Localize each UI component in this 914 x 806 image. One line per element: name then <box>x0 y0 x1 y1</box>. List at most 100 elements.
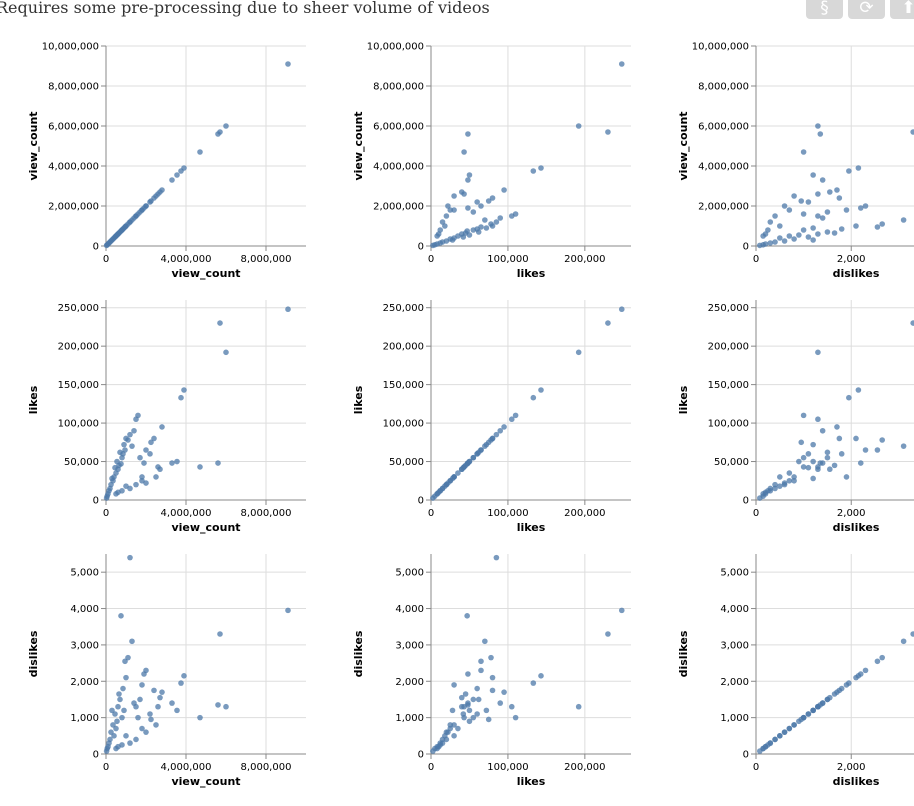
scatter-point <box>223 703 229 710</box>
scatter-point <box>810 172 816 178</box>
scatter-point <box>464 613 470 619</box>
scatter-point <box>466 718 473 725</box>
upload-button[interactable]: ⬆ <box>890 0 914 19</box>
x-tick-label: 100,000 <box>487 508 528 519</box>
scatter-point <box>862 447 869 453</box>
scatter-point <box>127 554 133 561</box>
y-tick-label: 200,000 <box>708 342 749 353</box>
scatter-point <box>113 491 119 497</box>
scatter-point <box>800 412 807 419</box>
scatter-point <box>853 223 859 229</box>
scatter-point <box>217 631 223 637</box>
scatter-point <box>470 209 477 215</box>
section-button[interactable]: § <box>806 0 843 19</box>
scatter-point <box>497 427 504 434</box>
scatter-point <box>777 733 783 739</box>
y-axis-title: dislikes <box>27 630 40 677</box>
y-tick-label: 150,000 <box>58 380 99 391</box>
scatter-point <box>159 424 165 430</box>
y-axis-title: likes <box>352 385 365 414</box>
scatter-point <box>141 460 147 466</box>
scatter-point <box>508 416 515 423</box>
scatter-point <box>442 223 448 229</box>
scatter-point <box>815 191 821 197</box>
scatter-point <box>137 696 143 703</box>
y-tick-label: 250,000 <box>708 303 749 314</box>
scatter-point <box>857 460 864 466</box>
scatter-point <box>465 131 471 137</box>
x-tick-label: 200,000 <box>564 762 605 773</box>
scatter-point <box>508 213 515 219</box>
scatter-point <box>285 607 291 614</box>
scatter-point <box>831 230 838 236</box>
scatter-point <box>800 149 807 155</box>
scatter-point <box>853 435 859 442</box>
y-tick-label: 3,000 <box>720 640 749 651</box>
scatter-point <box>815 213 821 219</box>
scatter-point <box>131 700 137 706</box>
scatter-point <box>148 439 154 446</box>
scatter-point <box>805 234 812 240</box>
scatter-point <box>827 189 833 195</box>
scatter-point <box>461 191 467 197</box>
scatter-point <box>153 722 159 728</box>
scatter-point <box>857 671 864 677</box>
x-tick-label: 0 <box>428 508 434 519</box>
scatter-point <box>461 149 467 155</box>
y-axis-title: view_count <box>352 111 365 180</box>
y-tick-label: 0 <box>743 242 749 253</box>
scatter-point <box>109 707 115 714</box>
scatter-point <box>449 237 456 243</box>
scatter-point <box>451 682 457 688</box>
scatter-point <box>834 424 840 430</box>
scatter-point <box>119 714 125 721</box>
scatter-point <box>815 349 821 356</box>
scatter-point <box>174 707 180 714</box>
scatter-point <box>824 454 831 461</box>
scatter-point <box>781 480 788 486</box>
scatter-point <box>791 474 797 480</box>
refresh-button[interactable]: ⟳ <box>848 0 885 19</box>
scatter-point <box>458 703 465 710</box>
panel-view_count-vs-likes: 0 2,000,000 4,000,000 6,000,000 8,000,000 10,… <box>352 42 631 280</box>
panel-likes-vs-dislikes: 0 50,000 100,000 150,000 200,000 250,000 0 2,00… <box>677 300 914 534</box>
scatter-point <box>815 231 821 237</box>
scatter-point <box>512 412 519 419</box>
y-tick-label: 100,000 <box>383 419 424 430</box>
x-axis-title: view_count <box>171 775 240 788</box>
y-tick-label: 200,000 <box>383 342 424 353</box>
scatter-point <box>215 460 221 466</box>
scatter-point <box>127 740 133 746</box>
scatter-point <box>805 464 812 471</box>
y-tick-label: 5,000 <box>395 568 424 579</box>
scatter-point <box>483 225 490 231</box>
y-tick-label: 0 <box>418 750 424 761</box>
scatter-point <box>772 481 778 488</box>
scatter-point <box>530 168 537 174</box>
scatter-point <box>460 711 467 717</box>
panel-likes-vs-view_count: 0 50,000 100,000 150,000 200,000 250,000 0 4,00… <box>27 300 306 534</box>
scatter-point <box>133 416 139 423</box>
y-tick-label: 5,000 <box>70 568 99 579</box>
scatter-point <box>488 654 494 661</box>
scatter-point <box>215 131 221 137</box>
y-axis-title: view_count <box>677 111 690 180</box>
scatter-point <box>805 711 812 717</box>
y-tick-label: 2,000,000 <box>373 202 424 213</box>
scatter-point <box>143 203 149 209</box>
scatter-point <box>824 229 831 235</box>
scatter-point <box>129 638 135 645</box>
scatter-point <box>824 209 831 215</box>
scatter-point <box>781 729 788 735</box>
scatter-point <box>466 172 473 178</box>
scatter-point <box>819 427 826 434</box>
y-axis-title: likes <box>27 385 40 414</box>
scatter-point <box>478 658 484 665</box>
panel-view_count-vs-view_count: 0 2,000,000 4,000,000 6,000,000 8,000,000 10,… <box>27 42 306 280</box>
scatter-point <box>155 464 161 470</box>
scatter-point <box>119 227 125 233</box>
scatter-point <box>143 729 149 735</box>
scatter-point <box>434 491 440 497</box>
scatter-point <box>862 203 869 209</box>
scatter-point <box>831 462 838 469</box>
